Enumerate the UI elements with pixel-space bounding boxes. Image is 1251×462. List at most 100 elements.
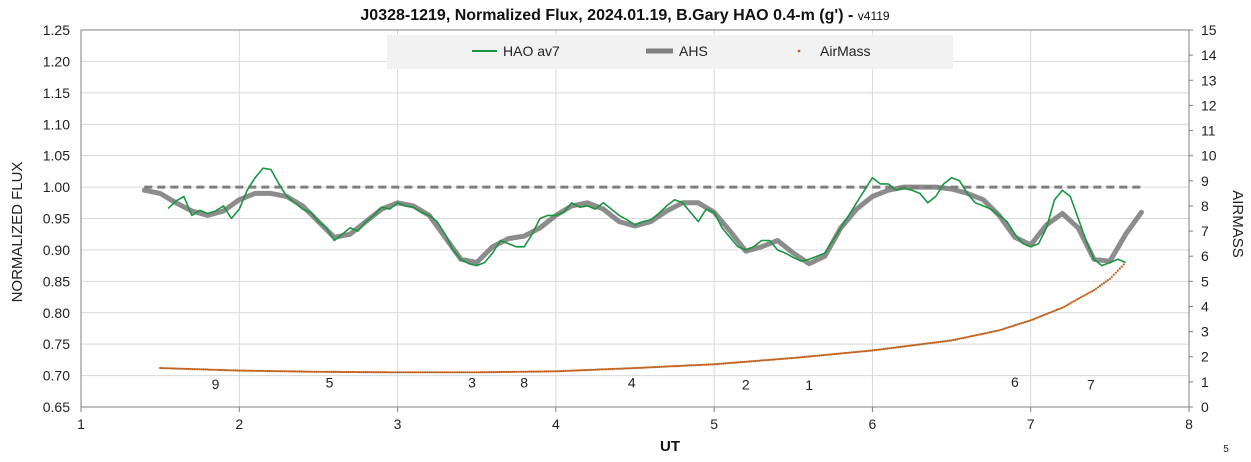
airmass-point xyxy=(292,370,295,373)
annotation-label: 9 xyxy=(212,376,220,392)
airmass-point xyxy=(767,358,770,361)
airmass-point xyxy=(714,363,718,366)
airmass-point xyxy=(956,338,959,341)
airmass-point xyxy=(899,345,902,348)
airmass-point xyxy=(159,366,162,370)
airmass-point xyxy=(856,350,859,353)
airmass-point xyxy=(624,367,627,370)
airmass-point xyxy=(176,367,179,370)
airmass-point xyxy=(1001,328,1004,331)
airmass-point xyxy=(965,336,968,339)
annotation-label: 2 xyxy=(742,376,750,392)
airmass-point xyxy=(692,364,695,367)
airmass-point xyxy=(324,370,328,373)
y-tick-label: 0.70 xyxy=(43,368,70,384)
airmass-point xyxy=(998,329,1001,332)
airmass-point xyxy=(230,369,233,372)
airmass-point xyxy=(373,371,377,374)
airmass-point xyxy=(652,366,655,369)
y-axis-ticks: 0.65 0.70 0.75 0.80 0.85 0.90 0.95 1.00 1.05 1.10… xyxy=(43,22,70,415)
airmass-point xyxy=(852,351,855,354)
airmass-point xyxy=(805,355,808,358)
x-tick-label: 1 xyxy=(77,416,85,432)
airmass-point xyxy=(613,367,616,370)
airmass-point xyxy=(577,369,580,372)
airmass-point xyxy=(1029,319,1032,322)
x-tick-label: 7 xyxy=(1027,416,1035,432)
airmass-point xyxy=(914,343,917,346)
airmass-point xyxy=(910,344,914,347)
airmass-point xyxy=(454,371,458,374)
y2-axis-label: AIRMASS xyxy=(1229,190,1246,258)
airmass-point xyxy=(571,369,574,372)
airmass-point xyxy=(716,362,720,366)
airmass-point xyxy=(690,364,693,367)
airmass-point xyxy=(289,370,292,373)
airmass-point xyxy=(513,370,516,373)
airmass-point xyxy=(669,365,672,368)
airmass-point xyxy=(667,365,671,368)
airmass-point xyxy=(196,368,199,371)
airmass-point xyxy=(871,349,874,352)
airmass-point xyxy=(596,368,599,371)
airmass-point xyxy=(281,370,284,373)
airmass-point xyxy=(839,352,842,355)
airmass-point xyxy=(583,369,586,372)
airmass-point xyxy=(643,366,646,369)
airmass-point xyxy=(366,371,369,374)
annotations: 9 5 3 8 4 2 1 6 7 xyxy=(212,374,1095,393)
airmass-point xyxy=(311,370,314,373)
airmass-point xyxy=(665,365,669,368)
airmass-point xyxy=(630,367,633,370)
airmass-point xyxy=(257,369,260,372)
y-tick-label: 0.80 xyxy=(43,305,70,321)
series-layer xyxy=(141,167,1144,374)
airmass-point xyxy=(958,337,961,340)
airmass-point xyxy=(528,370,531,373)
airmass-point xyxy=(569,369,573,372)
airmass-point xyxy=(986,331,989,334)
airmass-point xyxy=(833,352,836,356)
legend-label-airmass: AirMass xyxy=(820,43,871,59)
airmass-point xyxy=(1120,265,1123,268)
airmass-point xyxy=(255,369,258,372)
airmass-point xyxy=(1024,321,1027,324)
airmass-point xyxy=(285,370,288,373)
airmass-point xyxy=(1066,303,1070,306)
airmass-point xyxy=(219,368,222,372)
airmass-point xyxy=(941,340,944,343)
airmass-point xyxy=(920,343,923,346)
airmass-point xyxy=(264,369,267,373)
airmass-point xyxy=(330,370,333,373)
airmass-point xyxy=(971,334,974,338)
airmass-point xyxy=(1018,322,1021,325)
y2-tick-label: 13 xyxy=(1201,72,1217,88)
airmass-point xyxy=(765,359,769,362)
airmass-point xyxy=(209,368,213,371)
airmass-point xyxy=(918,343,921,346)
airmass-point xyxy=(728,362,731,365)
airmass-point xyxy=(799,356,802,359)
airmass-point xyxy=(409,371,412,374)
airmass-point xyxy=(451,371,454,374)
series-line-hao-av7 xyxy=(167,167,1127,267)
annotation-label: 5 xyxy=(326,374,334,390)
airmass-point xyxy=(632,367,635,370)
y2-tick-label: 12 xyxy=(1201,97,1217,113)
airmass-point xyxy=(598,368,601,371)
airmass-point xyxy=(505,370,508,373)
airmass-point xyxy=(349,370,352,374)
airmass-point xyxy=(1012,324,1016,327)
airmass-point xyxy=(249,369,252,372)
airmass-point xyxy=(977,333,980,336)
airmass-point xyxy=(1038,315,1042,318)
airmass-point xyxy=(187,367,190,370)
airmass-point xyxy=(999,328,1003,331)
airmass-point xyxy=(1102,282,1105,285)
airmass-point xyxy=(775,358,778,361)
x-tick-label: 3 xyxy=(394,416,402,432)
airmass-point xyxy=(1106,279,1109,282)
airmass-point xyxy=(315,370,318,373)
airmass-point xyxy=(854,351,857,354)
